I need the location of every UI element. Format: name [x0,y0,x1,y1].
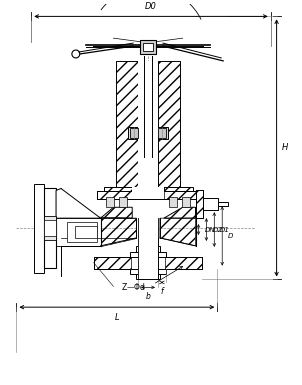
Polygon shape [158,61,180,186]
Bar [158,128,166,138]
Polygon shape [164,186,193,191]
Text: L: L [114,313,119,322]
Bar [128,127,168,139]
Bar [56,218,101,246]
Bar [44,220,56,236]
Bar [119,198,127,207]
Text: Z—$\Phi$d: Z—$\Phi$d [121,281,146,292]
Bar [138,61,158,186]
Text: DN: DN [204,226,215,233]
Bar [44,216,56,240]
Polygon shape [116,61,138,186]
Circle shape [72,50,80,58]
Polygon shape [104,186,132,191]
Bar [165,257,202,269]
Bar [138,218,158,280]
Bar [136,273,160,280]
Bar [195,191,204,218]
Bar [204,198,218,210]
Bar [130,252,166,257]
Bar [143,43,153,51]
Text: D1: D1 [220,226,230,233]
Bar [138,236,158,280]
Bar [94,257,202,269]
Polygon shape [56,189,101,218]
Text: D2: D2 [212,226,222,233]
Text: f: f [161,287,163,296]
Text: H: H [281,144,288,152]
Bar [97,191,199,199]
Bar [67,222,97,242]
Bar [140,40,156,54]
Bar [94,257,131,269]
Bar [138,137,158,151]
Bar [97,191,132,199]
Text: D: D [228,233,233,239]
Bar [44,189,56,268]
Bar [107,198,114,207]
Text: D0: D0 [145,2,157,12]
Text: b: b [146,292,150,301]
Polygon shape [101,207,132,218]
Bar [182,198,190,207]
Bar [75,226,97,238]
Bar [138,61,158,186]
Bar [130,269,166,273]
Bar [169,198,177,207]
Bar [218,203,228,206]
Polygon shape [164,207,195,218]
Bar [195,191,204,218]
Bar [136,246,160,252]
Bar [130,128,138,138]
Bar [132,186,164,199]
Bar [164,191,199,199]
Bar [34,184,44,273]
